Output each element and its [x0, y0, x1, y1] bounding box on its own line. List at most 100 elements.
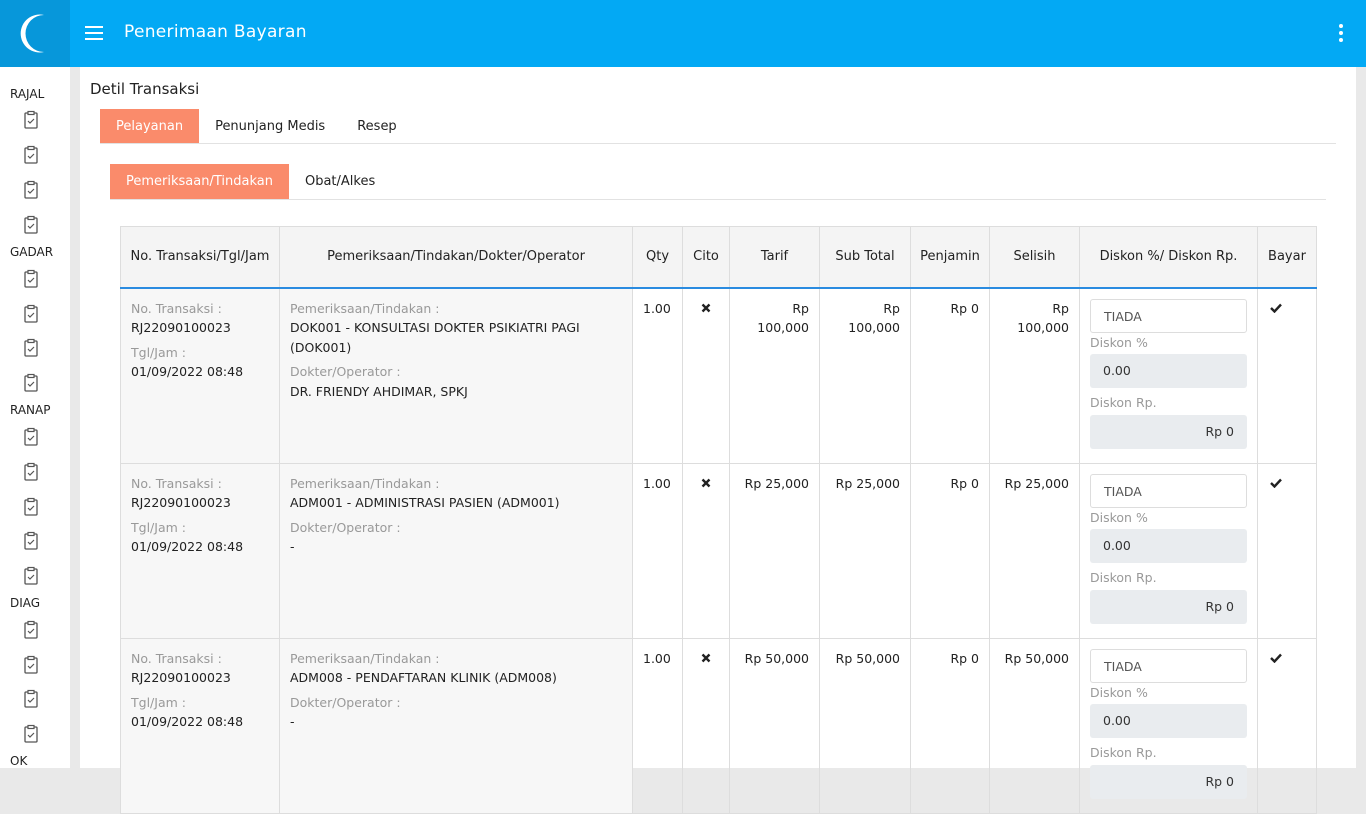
- doctor: DR. FRIENDY AHDIMAR, SPKJ: [290, 383, 468, 399]
- field-label: Diskon Rp.: [1090, 570, 1157, 585]
- penjamin: Rp 0: [910, 462, 990, 639]
- sidebar-icon[interactable]: [21, 145, 41, 165]
- subtotal: Rp 50,000: [819, 637, 911, 814]
- table-row: No. Transaksi : RJ22090100023 Tgl/Jam : 01/…: [120, 287, 1317, 464]
- discount-amount[interactable]: Rp 0: [1090, 764, 1247, 799]
- field-label: Pemeriksaan/Tindakan :: [290, 650, 440, 666]
- cell: Pemeriksaan/Tindakan : ADM001 - ADMINISTR…: [279, 462, 633, 639]
- discount-percent[interactable]: 0.00: [1090, 529, 1247, 563]
- transaction-time: 01/09/2022 08:48: [131, 364, 244, 379]
- sidebar-icon[interactable]: [21, 620, 41, 640]
- sidebar-icon[interactable]: [21, 180, 41, 200]
- column-header: Qty: [632, 226, 683, 289]
- subtotal: Rp 25,000: [819, 462, 911, 639]
- sidebar-icon[interactable]: [21, 724, 41, 744]
- subtab[interactable]: Obat/Alkes: [304, 174, 376, 189]
- field-label: Diskon %: [1090, 684, 1148, 700]
- sidebar-section: OK: [10, 754, 28, 768]
- discount-amount[interactable]: Rp 0: [1090, 414, 1247, 449]
- field-label: Diskon Rp.: [1090, 745, 1157, 760]
- field-label: Tgl/Jam :: [131, 694, 186, 710]
- tab[interactable]: Resep: [357, 118, 397, 134]
- qty: 1.00: [632, 462, 683, 639]
- field-label: No. Transaksi :: [131, 650, 222, 666]
- pay-check[interactable]: [1270, 303, 1282, 313]
- table-row: No. Transaksi : RJ22090100023 Tgl/Jam : 01/…: [120, 637, 1317, 814]
- sidebar-icon[interactable]: [21, 110, 41, 130]
- field-label: Dokter/Operator :: [290, 519, 401, 535]
- discount-type[interactable]: TIADA: [1090, 298, 1247, 333]
- transaction-no: RJ22090100023: [131, 670, 231, 685]
- discount-type[interactable]: TIADA: [1090, 648, 1247, 683]
- field-label: Dokter/Operator :: [290, 364, 401, 379]
- sidebar-icon[interactable]: [21, 566, 41, 586]
- transaction-time: 01/09/2022 08:48: [131, 539, 244, 554]
- sidebar-icon[interactable]: [21, 689, 41, 709]
- sidebar-icon[interactable]: [21, 531, 41, 551]
- more-button[interactable]: [1336, 23, 1346, 43]
- sidebar-icon[interactable]: [21, 269, 41, 289]
- tarif: Rp 100,000: [729, 287, 820, 464]
- field-label: Pemeriksaan/Tindakan :: [290, 475, 440, 491]
- tab[interactable]: Penunjang Medis: [215, 118, 326, 134]
- pay-check[interactable]: [1270, 653, 1282, 663]
- sidebar-section: RANAP: [10, 403, 51, 417]
- discount-type[interactable]: TIADA: [1090, 473, 1247, 508]
- top-bar: Penerimaan Bayaran: [0, 0, 1366, 67]
- cell: [1257, 462, 1317, 639]
- field-label: Tgl/Jam :: [131, 519, 186, 535]
- page-title: Detil Transaksi: [90, 80, 200, 98]
- cell: TIADA Diskon % 0.00 Diskon Rp. Rp 0: [1079, 287, 1258, 464]
- menu-button[interactable]: [84, 24, 104, 42]
- field-label: Pemeriksaan/Tindakan :: [290, 300, 440, 316]
- sidebar-icon[interactable]: [21, 462, 41, 482]
- discount-percent[interactable]: 0.00: [1090, 354, 1247, 388]
- sidebar-icon[interactable]: [21, 304, 41, 324]
- cito-icon: [701, 478, 711, 487]
- table-row: No. Transaksi : RJ22090100023 Tgl/Jam : 01/…: [120, 462, 1317, 639]
- service-table: No. Transaksi/Tgl/Jam Pemeriksaan/Tindaka…: [120, 226, 1317, 814]
- doctor: -: [290, 714, 295, 729]
- field-label: No. Transaksi :: [131, 475, 222, 491]
- tabs: Pelayanan Penunjang Medis Resep: [100, 109, 1336, 144]
- selisih: Rp 100,000: [989, 287, 1080, 464]
- field-label: Diskon %: [1090, 509, 1148, 525]
- sidebar-icon[interactable]: [21, 497, 41, 517]
- selisih: Rp 50,000: [989, 637, 1080, 814]
- sidebar-icon[interactable]: [21, 338, 41, 358]
- cell: [682, 287, 730, 464]
- tab[interactable]: Pelayanan: [100, 109, 200, 143]
- sidebar-icon[interactable]: [21, 655, 41, 675]
- column-header: Selisih: [989, 226, 1080, 289]
- service: ADM008 - PENDAFTARAN KLINIK (ADM008): [290, 670, 557, 685]
- cell: TIADA Diskon % 0.00 Diskon Rp. Rp 0: [1079, 462, 1258, 639]
- cell: Pemeriksaan/Tindakan : DOK001 - KONSULTAS…: [279, 287, 633, 464]
- cell: Pemeriksaan/Tindakan : ADM008 - PENDAFTAR…: [279, 637, 633, 814]
- sidebar-icon[interactable]: [21, 215, 41, 235]
- service: ADM001 - ADMINISTRASI PASIEN (ADM001): [290, 495, 560, 510]
- logo[interactable]: [0, 0, 70, 67]
- logo-icon: [20, 14, 44, 53]
- sidebar-icon[interactable]: [21, 373, 41, 393]
- column-header: Sub Total: [819, 226, 911, 289]
- subtab[interactable]: Pemeriksaan/Tindakan: [110, 164, 289, 199]
- column-header: No. Transaksi/Tgl/Jam: [120, 226, 280, 289]
- cell: [1257, 287, 1317, 464]
- sidebar-section: RAJAL: [10, 87, 45, 101]
- subtabs: Pemeriksaan/Tindakan Obat/Alkes: [110, 164, 1326, 200]
- column-header: Bayar: [1257, 226, 1317, 289]
- transaction-no: RJ22090100023: [131, 495, 231, 510]
- qty: 1.00: [632, 637, 683, 814]
- column-header: Cito: [682, 226, 730, 289]
- cell: No. Transaksi : RJ22090100023 Tgl/Jam : 01/…: [120, 462, 280, 639]
- cell: No. Transaksi : RJ22090100023 Tgl/Jam : 01/…: [120, 287, 280, 464]
- tarif: Rp 50,000: [729, 637, 820, 814]
- sidebar-icon[interactable]: [21, 427, 41, 447]
- app-title: Penerimaan Bayaran: [124, 22, 307, 42]
- transaction-no: RJ22090100023: [131, 320, 231, 335]
- discount-amount[interactable]: Rp 0: [1090, 589, 1247, 624]
- discount-percent[interactable]: 0.00: [1090, 704, 1247, 738]
- pay-check[interactable]: [1270, 478, 1282, 488]
- column-header: Tarif: [729, 226, 820, 289]
